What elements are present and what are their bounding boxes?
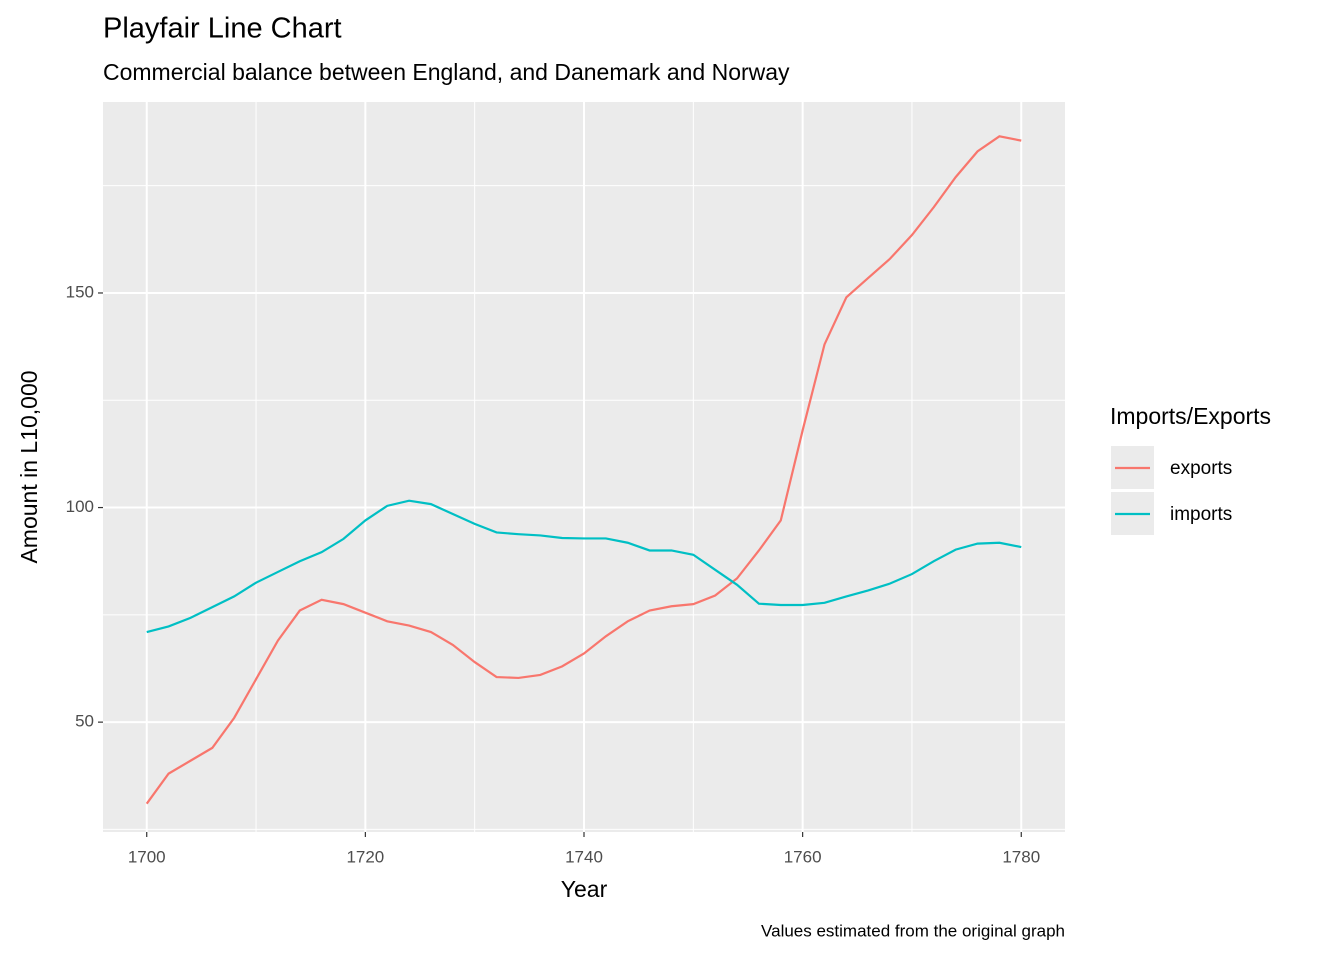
y-tick-label: 50 bbox=[75, 712, 94, 731]
x-tick-label: 1760 bbox=[784, 847, 822, 866]
y-tick-label: 100 bbox=[66, 497, 94, 516]
caption: Values estimated from the original graph bbox=[761, 921, 1065, 940]
legend-title: Imports/Exports bbox=[1110, 403, 1271, 429]
line-series bbox=[146, 499, 1022, 634]
x-tick-label: 1700 bbox=[128, 847, 166, 866]
y-tick-label: 150 bbox=[66, 282, 94, 301]
chart-subtitle: Commercial balance between England, and … bbox=[103, 59, 790, 85]
y-axis-label: Amount in L10,000 bbox=[16, 370, 42, 563]
x-tick-label: 1720 bbox=[346, 847, 384, 866]
chart-title: Playfair Line Chart bbox=[103, 13, 342, 45]
legend-label: exports bbox=[1170, 458, 1232, 479]
line-series bbox=[145, 135, 1022, 805]
legend-label: imports bbox=[1170, 504, 1232, 525]
x-tick-label: 1740 bbox=[565, 847, 603, 866]
x-tick-label: 1780 bbox=[1002, 847, 1040, 866]
x-axis-label: Year bbox=[561, 876, 608, 902]
